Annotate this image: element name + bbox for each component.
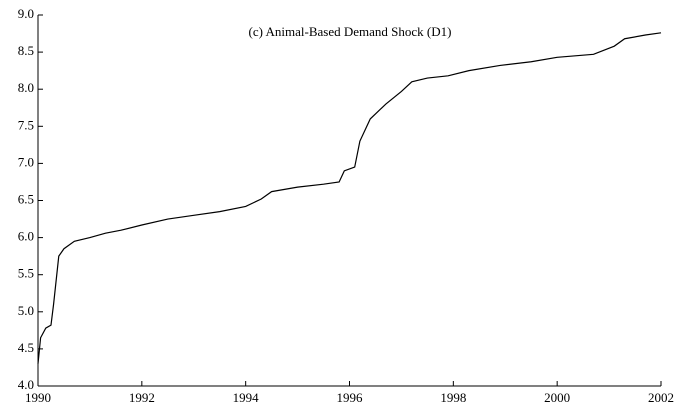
y-tick-label: 8.0 bbox=[18, 80, 34, 95]
x-tick-label: 1994 bbox=[233, 390, 260, 405]
y-tick-label: 5.0 bbox=[18, 303, 34, 318]
y-tick-label: 6.5 bbox=[18, 191, 34, 206]
y-tick-label: 6.0 bbox=[18, 229, 34, 244]
x-tick-label: 1998 bbox=[440, 390, 466, 405]
y-tick-label: 4.0 bbox=[18, 377, 34, 392]
y-tick-label: 5.5 bbox=[18, 266, 34, 281]
x-tick-label: 1992 bbox=[129, 390, 155, 405]
x-tick-label: 1990 bbox=[25, 390, 51, 405]
x-tick-label: 2002 bbox=[648, 390, 674, 405]
y-tick-label: 7.5 bbox=[18, 117, 34, 132]
y-tick-label: 8.5 bbox=[18, 43, 34, 58]
line bbox=[37, 32, 662, 364]
x-tick-label: 1996 bbox=[337, 390, 364, 405]
y-tick-label: 9.0 bbox=[18, 6, 34, 21]
y-tick-label: 7.0 bbox=[18, 154, 34, 169]
x-tick-label: 2000 bbox=[544, 390, 570, 405]
y-tick-label: 4.5 bbox=[18, 340, 34, 355]
chart-title: (c) Animal-Based Demand Shock (D1) bbox=[249, 24, 452, 39]
